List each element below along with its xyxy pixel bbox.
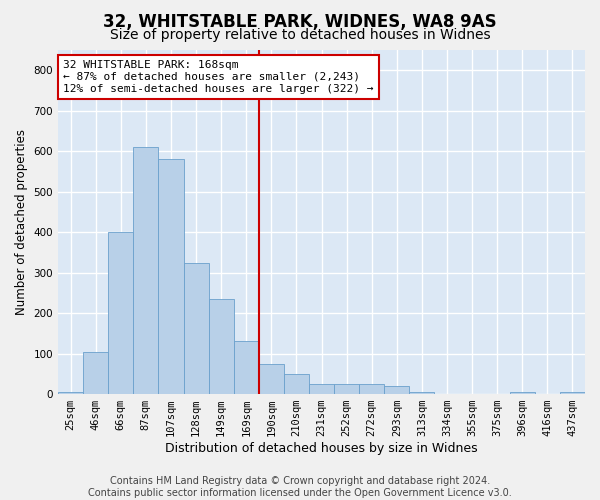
Text: 32 WHITSTABLE PARK: 168sqm
← 87% of detached houses are smaller (2,243)
12% of s: 32 WHITSTABLE PARK: 168sqm ← 87% of deta…	[64, 60, 374, 94]
Bar	[510, 392, 535, 394]
Text: Size of property relative to detached houses in Widnes: Size of property relative to detached ho…	[110, 28, 490, 42]
Bar	[184, 262, 209, 394]
X-axis label: Distribution of detached houses by size in Widnes: Distribution of detached houses by size …	[165, 442, 478, 455]
Bar	[158, 160, 184, 394]
Bar	[259, 364, 284, 394]
Bar	[133, 147, 158, 394]
Text: 32, WHITSTABLE PARK, WIDNES, WA8 9AS: 32, WHITSTABLE PARK, WIDNES, WA8 9AS	[103, 12, 497, 30]
Bar	[560, 392, 585, 394]
Bar	[334, 384, 359, 394]
Text: Contains HM Land Registry data © Crown copyright and database right 2024.
Contai: Contains HM Land Registry data © Crown c…	[88, 476, 512, 498]
Bar	[58, 392, 83, 394]
Bar	[409, 392, 434, 394]
Bar	[309, 384, 334, 394]
Bar	[209, 299, 233, 394]
Bar	[108, 232, 133, 394]
Y-axis label: Number of detached properties: Number of detached properties	[15, 129, 28, 315]
Bar	[359, 384, 384, 394]
Bar	[284, 374, 309, 394]
Bar	[83, 352, 108, 394]
Bar	[233, 342, 259, 394]
Bar	[384, 386, 409, 394]
